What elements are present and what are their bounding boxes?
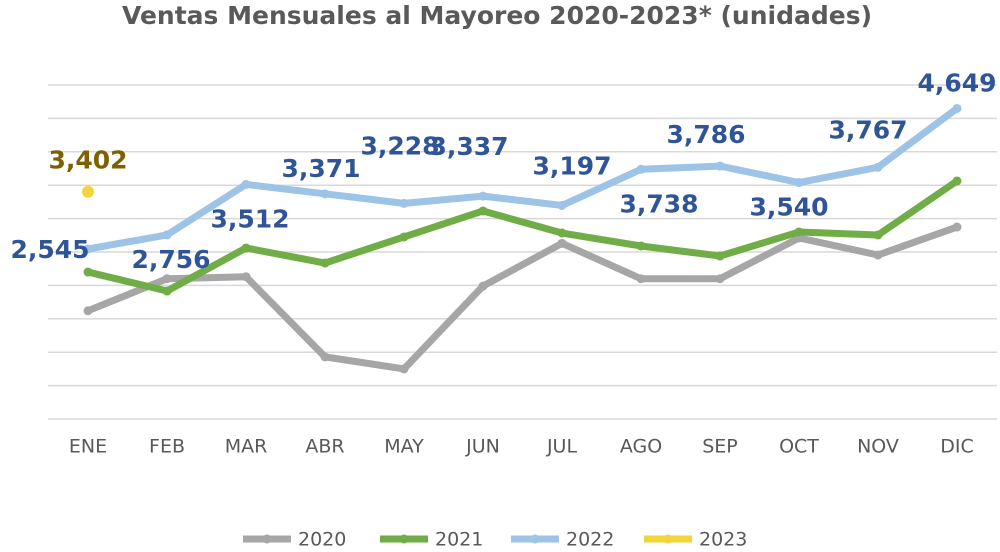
point — [162, 286, 172, 296]
point — [636, 164, 646, 174]
chart-title: Ventas Mensuales al Mayoreo 2020-2023* (… — [122, 1, 872, 30]
x-tick-label: AGO — [620, 436, 662, 458]
data-label: 3,371 — [281, 154, 360, 183]
data-label: 3,197 — [532, 151, 611, 180]
point — [557, 200, 567, 210]
x-tick-label: SEP — [702, 436, 738, 458]
legend-swatch — [262, 534, 272, 544]
point — [478, 206, 488, 216]
series-line — [87, 105, 960, 253]
data-label: 2,545 — [10, 235, 89, 264]
point — [873, 162, 883, 172]
point — [399, 198, 409, 208]
point — [320, 258, 330, 268]
x-tick-label: FEB — [149, 436, 185, 458]
point — [715, 274, 725, 284]
data-label: 2,756 — [131, 245, 210, 274]
point — [241, 179, 251, 189]
legend-swatch — [663, 534, 673, 544]
point — [241, 272, 251, 282]
point — [399, 364, 409, 374]
x-tick-label: ENE — [69, 436, 107, 458]
point — [320, 189, 330, 199]
point — [557, 228, 567, 238]
point — [478, 191, 488, 201]
x-tick-label: DIC — [940, 436, 974, 458]
series-line — [87, 178, 959, 295]
data-label: 3,767 — [828, 115, 907, 144]
point — [794, 227, 804, 237]
x-tick-label: NOV — [857, 436, 899, 458]
x-tick-label: OCT — [779, 436, 819, 458]
point — [952, 103, 962, 113]
x-tick-label: JUN — [465, 436, 500, 458]
point — [320, 352, 330, 362]
point — [715, 161, 725, 171]
x-tick-label: ABR — [305, 436, 344, 458]
point — [83, 306, 93, 316]
legend-swatch — [530, 534, 540, 544]
point — [794, 178, 804, 188]
point — [873, 230, 883, 240]
point — [83, 267, 93, 277]
point — [162, 230, 172, 240]
point — [478, 281, 488, 291]
data-label: 3,540 — [749, 193, 828, 222]
x-tick-label: JUL — [546, 436, 578, 458]
x-tick-label: MAR — [225, 436, 268, 458]
data-label: 3,786 — [666, 120, 745, 149]
point — [715, 251, 725, 261]
point — [636, 274, 646, 284]
series-line — [86, 223, 959, 373]
data-label: 3,402 — [48, 146, 127, 175]
point — [557, 238, 567, 248]
data-label: 3,337 — [429, 132, 508, 161]
point — [241, 243, 251, 253]
point — [636, 241, 646, 251]
data-label: 3,738 — [619, 189, 698, 218]
legend-label: 2023 — [699, 529, 747, 551]
data-label: 3,512 — [210, 204, 289, 233]
legend-swatch — [399, 534, 409, 544]
x-tick-label: MAY — [384, 436, 424, 458]
data-label: 3,228 — [360, 131, 439, 160]
point — [399, 232, 409, 242]
point — [162, 274, 172, 284]
point — [952, 176, 962, 186]
legend-label: 2022 — [566, 529, 614, 551]
point — [873, 250, 883, 260]
point — [952, 222, 962, 232]
legend-label: 2020 — [298, 529, 346, 551]
point — [82, 185, 94, 198]
data-label: 4,649 — [917, 68, 996, 97]
legend-label: 2021 — [435, 529, 483, 551]
point — [83, 244, 93, 254]
